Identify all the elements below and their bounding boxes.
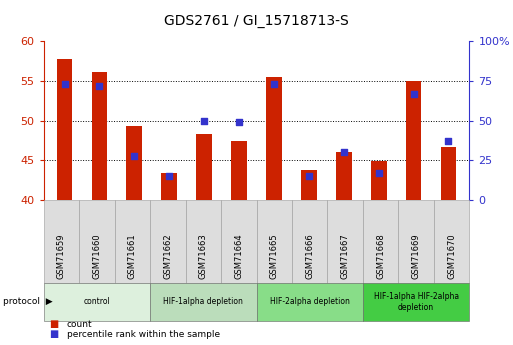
Bar <box>196 134 212 200</box>
Text: percentile rank within the sample: percentile rank within the sample <box>67 330 220 339</box>
Text: HIF-1alpha HIF-2alpha
depletion: HIF-1alpha HIF-2alpha depletion <box>373 292 459 312</box>
Text: count: count <box>67 321 92 329</box>
Text: protocol  ▶: protocol ▶ <box>3 297 52 306</box>
Text: GSM71667: GSM71667 <box>341 234 350 279</box>
Text: control: control <box>84 297 110 306</box>
Bar <box>371 161 386 200</box>
Point <box>165 174 173 179</box>
Bar <box>162 173 177 200</box>
Point <box>340 150 348 155</box>
Point <box>95 83 104 89</box>
Point <box>305 174 313 179</box>
Point <box>374 170 383 176</box>
Text: HIF-1alpha depletion: HIF-1alpha depletion <box>163 297 243 306</box>
Bar <box>441 147 456 200</box>
Text: ■: ■ <box>49 329 58 339</box>
Text: GSM71662: GSM71662 <box>163 234 172 279</box>
Text: GSM71665: GSM71665 <box>270 234 279 279</box>
Text: GSM71664: GSM71664 <box>234 234 243 279</box>
Text: GSM71669: GSM71669 <box>411 234 421 279</box>
Text: ■: ■ <box>49 319 58 329</box>
Point <box>444 139 452 144</box>
Text: HIF-2alpha depletion: HIF-2alpha depletion <box>270 297 350 306</box>
Bar <box>266 77 282 200</box>
Bar <box>336 152 351 200</box>
Text: GSM71659: GSM71659 <box>57 234 66 279</box>
Text: GSM71661: GSM71661 <box>128 234 137 279</box>
Text: GSM71660: GSM71660 <box>92 234 102 279</box>
Bar <box>301 170 317 200</box>
Point <box>409 91 418 97</box>
Text: GDS2761 / GI_15718713-S: GDS2761 / GI_15718713-S <box>164 14 349 28</box>
Bar <box>57 59 72 200</box>
Text: GSM71668: GSM71668 <box>376 234 385 279</box>
Bar <box>406 81 421 200</box>
Point <box>270 81 278 87</box>
Point <box>200 118 208 124</box>
Text: GSM71666: GSM71666 <box>305 234 314 279</box>
Point <box>61 81 69 87</box>
Text: GSM71670: GSM71670 <box>447 234 456 279</box>
Point <box>130 153 139 158</box>
Bar <box>231 141 247 200</box>
Bar <box>92 72 107 200</box>
Point <box>235 120 243 125</box>
Text: GSM71663: GSM71663 <box>199 234 208 279</box>
Bar <box>127 126 142 200</box>
